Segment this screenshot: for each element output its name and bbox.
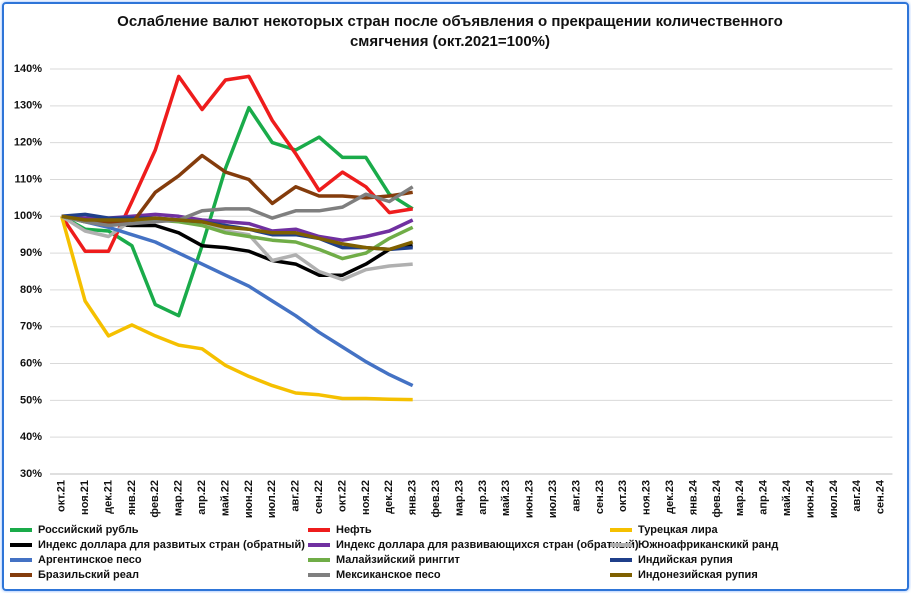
x-tick-label: май.24 [781,479,793,516]
x-tick-label: июл.23 [547,480,559,518]
legend-label: Индекс доллара для развитых стран (обрат… [38,539,305,551]
x-tick-label: авг.22 [290,480,302,512]
y-tick-label: 120% [14,137,42,149]
legend-label: Индийская рупия [638,554,733,566]
chart-title: Ослабление валют некоторых стран после о… [117,13,783,50]
legend-label: Аргентинское песо [38,554,142,566]
x-tick-label: авг.24 [851,479,863,512]
x-tick-label: май.23 [500,480,512,516]
x-tick-label: мар.23 [453,480,465,516]
x-tick-label: дек.22 [383,480,395,514]
y-tick-label: 60% [20,357,42,369]
x-tick-label: дек.21 [102,480,114,514]
x-tick-label: июл.24 [828,479,840,518]
y-tick-label: 130% [14,100,42,112]
x-tick-label: окт.22 [336,480,348,512]
legend-label: Нефть [336,524,372,536]
legend-label: Мексиканское песо [336,569,441,581]
x-tick-label: май.22 [219,480,231,516]
x-tick-label: сен.23 [594,480,606,514]
x-tick-label: окт.21 [56,480,68,512]
series-line [60,105,414,318]
x-tick-label: ноя.21 [79,480,91,515]
x-tick-label: окт.23 [617,480,629,512]
series-line [61,214,414,388]
y-tick-label: 100% [14,210,42,222]
legend-label: Бразильский реал [38,569,139,581]
y-tick-label: 140% [14,63,42,75]
x-tick-label: янв.22 [126,480,138,515]
y-tick-label: 30% [20,468,42,480]
y-tick-label: 110% [14,173,42,185]
x-tick-label: фев.24 [711,479,723,518]
x-tick-label: авг.23 [570,480,582,512]
x-tick-label: июн.23 [524,480,536,518]
x-tick-label: янв.23 [407,480,419,515]
x-tick-label: фев.22 [149,480,161,518]
x-tick-label: ноя.23 [641,480,653,515]
x-tick-label: сен.22 [313,480,325,514]
x-tick-label: апр.24 [758,479,770,515]
x-tick-label: ноя.22 [360,480,372,515]
x-tick-label: мар.24 [734,479,746,516]
x-tick-label: фев.23 [430,480,442,518]
legend-label: Турецкая лира [638,524,718,536]
x-tick-label: мар.22 [173,480,185,516]
x-tick-label: июн.24 [804,479,816,518]
y-tick-label: 70% [20,321,42,333]
series-line [61,153,413,226]
x-tick-label: июн.22 [243,480,255,518]
y-tick-label: 50% [20,394,42,406]
legend-label: Индонезийская рупия [638,569,758,581]
legend-label: Российский рубль [38,524,139,536]
y-tick-label: 40% [20,431,42,443]
x-tick-label: апр.23 [477,480,489,515]
x-tick-label: янв.24 [687,479,699,515]
x-tick-label: сен.24 [875,479,887,514]
y-tick-label: 80% [20,284,42,296]
x-tick-label: дек.23 [664,480,676,514]
series-line [60,215,413,402]
legend-label: Малайзийский ринггит [336,554,461,566]
series-line [60,214,413,282]
legend-label: Индекс доллара для развивающихся стран (… [336,539,639,551]
x-tick-label: апр.22 [196,480,208,515]
series-line [61,214,414,252]
y-tick-label: 90% [20,247,42,259]
series-line [61,185,414,228]
x-tick-label: июл.22 [266,480,278,518]
legend-label: Южноафриканскикй ранд [638,539,778,551]
